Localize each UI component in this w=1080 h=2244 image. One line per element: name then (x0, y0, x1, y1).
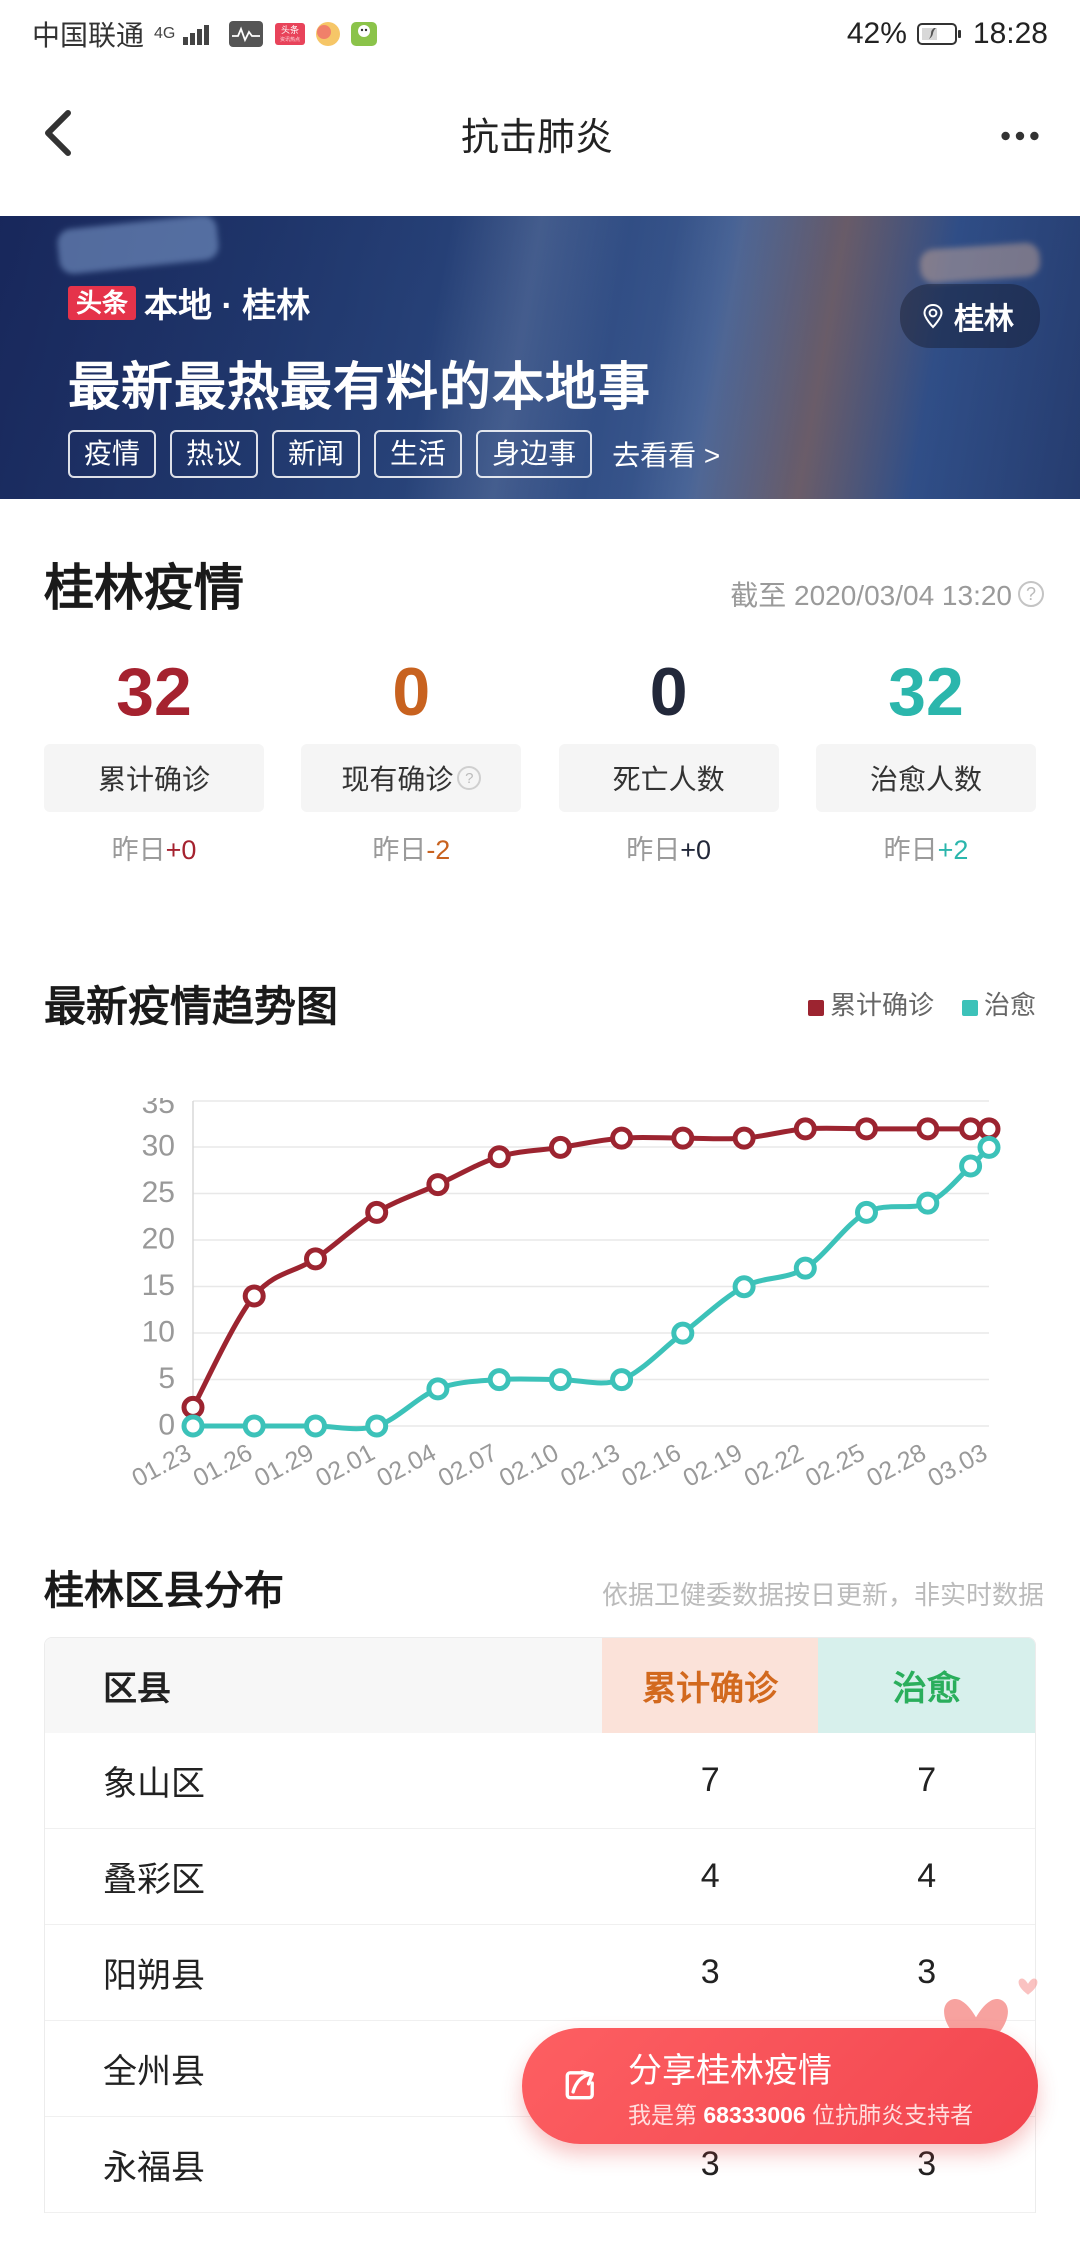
svg-text:02.16: 02.16 (617, 1439, 685, 1493)
svg-text:02.25: 02.25 (801, 1439, 869, 1493)
svg-text:15: 15 (142, 1269, 175, 1302)
svg-text:10: 10 (142, 1316, 175, 1349)
svg-text:01.26: 01.26 (189, 1439, 257, 1493)
svg-text:02.13: 02.13 (556, 1439, 624, 1493)
svg-text:5: 5 (158, 1362, 175, 1395)
svg-text:02.01: 02.01 (311, 1439, 379, 1493)
svg-text:02.19: 02.19 (679, 1439, 747, 1493)
svg-text:02.04: 02.04 (372, 1439, 440, 1493)
svg-text:头条: 头条 (281, 24, 299, 35)
svg-text:02.07: 02.07 (434, 1439, 502, 1493)
svg-text:资讯热点: 资讯热点 (280, 36, 300, 43)
svg-text:30: 30 (142, 1130, 175, 1163)
svg-text:03.03: 03.03 (923, 1439, 991, 1493)
svg-text:02.28: 02.28 (862, 1439, 930, 1493)
svg-text:02.22: 02.22 (740, 1439, 808, 1493)
svg-text:02.10: 02.10 (495, 1439, 563, 1493)
svg-text:01.29: 01.29 (250, 1439, 318, 1493)
svg-text:01.23: 01.23 (127, 1439, 195, 1493)
svg-text:35: 35 (142, 1098, 175, 1120)
svg-text:0: 0 (158, 1409, 175, 1442)
svg-text:20: 20 (142, 1223, 175, 1256)
svg-text:25: 25 (142, 1176, 175, 1209)
